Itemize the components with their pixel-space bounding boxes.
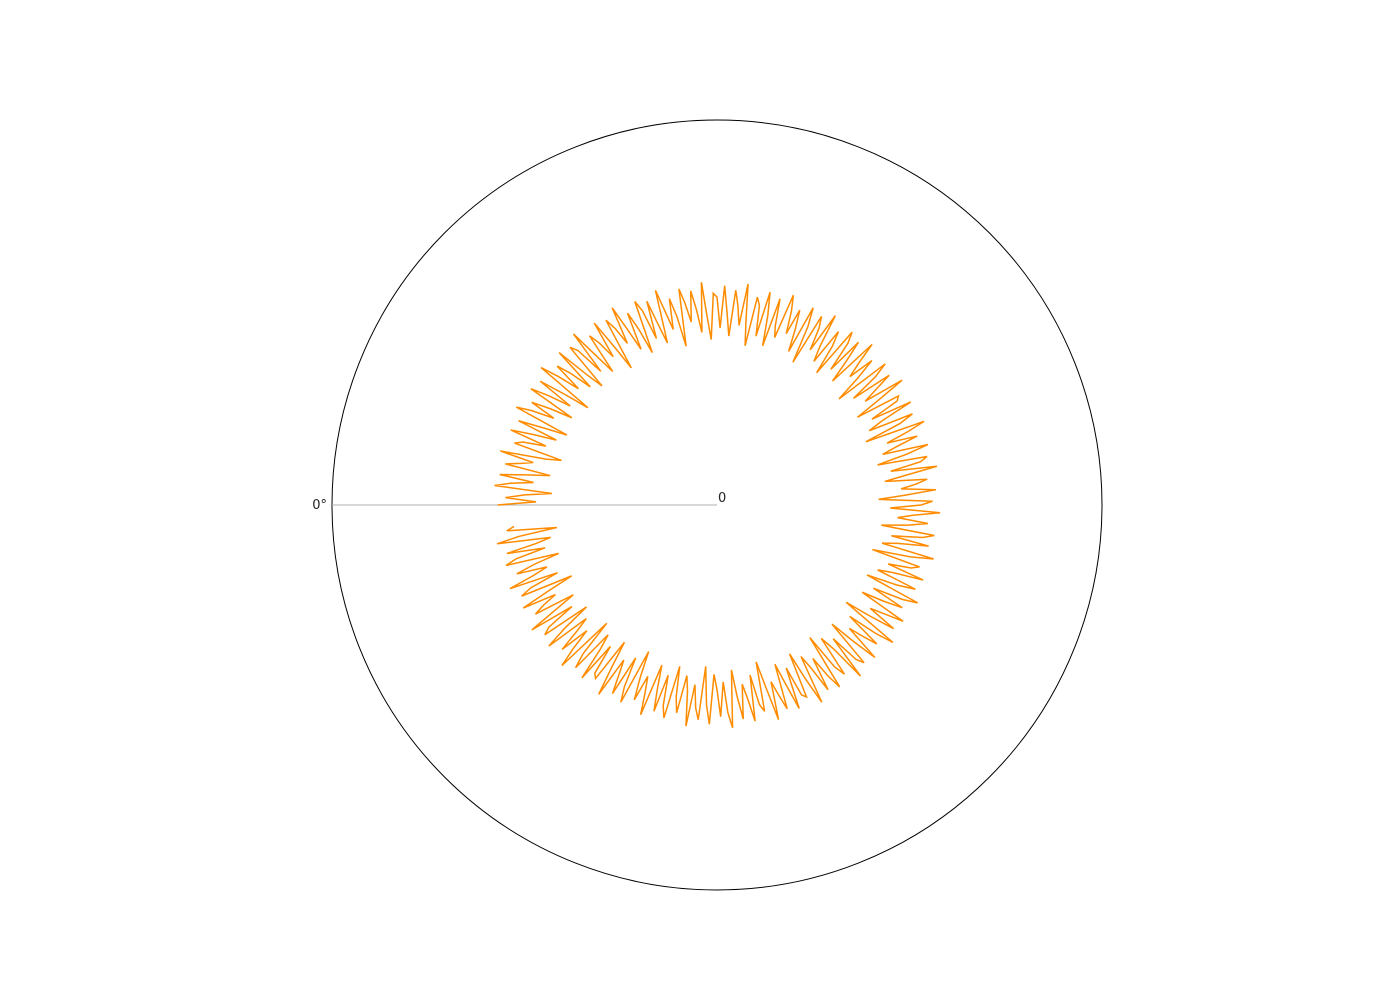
radial-tick-label: 0	[718, 491, 726, 506]
series-line	[494, 282, 941, 728]
angular-tick-label: 0°	[312, 498, 327, 513]
